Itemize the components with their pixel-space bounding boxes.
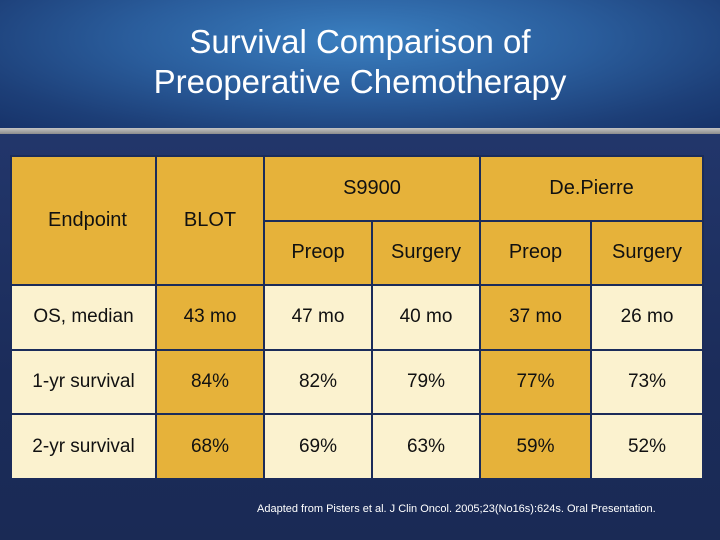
cell-depierre-preop: 37 mo: [479, 284, 592, 351]
title-divider: [0, 128, 720, 134]
subheader-depierre-surgery: Surgery: [589, 219, 705, 287]
cell-depierre-surgery: 73%: [589, 348, 705, 416]
cell-depierre-surgery: 52%: [589, 413, 705, 480]
row-endpoint: 2-yr survival: [10, 413, 157, 480]
survival-table: Endpoint BLOT S9900 De.Pierre Preop Surg…: [10, 154, 705, 480]
cell-s9900-preop: 82%: [263, 348, 373, 416]
subheader-s9900-surgery: Surgery: [371, 219, 481, 287]
header-s9900: S9900: [263, 155, 481, 222]
slide-title: Survival Comparison of Preoperative Chem…: [0, 22, 720, 102]
table-row: OS, median 43 mo 47 mo 40 mo 37 mo 26 mo: [10, 284, 705, 351]
cell-depierre-preop: 77%: [479, 348, 592, 416]
title-banner: [0, 0, 720, 128]
cell-depierre-preop: 59%: [479, 413, 592, 480]
table-header-row: Endpoint BLOT S9900 De.Pierre: [10, 154, 705, 287]
header-blot: BLOT: [155, 154, 265, 287]
cell-s9900-preop: 47 mo: [263, 284, 373, 351]
cell-s9900-preop: 69%: [263, 413, 373, 480]
cell-s9900-surgery: 40 mo: [371, 284, 481, 351]
row-endpoint: 1-yr survival: [10, 348, 157, 416]
row-endpoint: OS, median: [10, 284, 157, 351]
table-subheader-row: Preop Surgery Preop Surgery: [11, 219, 705, 287]
source-footnote: Adapted from Pisters et al. J Clin Oncol…: [257, 503, 656, 515]
cell-blot: 84%: [155, 348, 265, 416]
header-endpoint: Endpoint: [10, 154, 157, 287]
slide-title-line-1: Survival Comparison of: [189, 23, 531, 60]
cell-blot: 68%: [155, 413, 265, 480]
table-row: 2-yr survival 68% 69% 63% 59% 52%: [10, 413, 705, 480]
cell-blot: 43 mo: [155, 284, 265, 351]
subheader-s9900-preop: Preop: [263, 219, 373, 287]
slide-title-line-2: Preoperative Chemotherapy: [153, 63, 567, 100]
table-row: 1-yr survival 84% 82% 79% 77% 73%: [10, 348, 705, 416]
cell-s9900-surgery: 79%: [371, 348, 481, 416]
cell-s9900-surgery: 63%: [371, 413, 481, 480]
cell-depierre-surgery: 26 mo: [589, 284, 705, 351]
subheader-depierre-preop: Preop: [479, 219, 592, 287]
header-depierre: De.Pierre: [478, 155, 705, 222]
